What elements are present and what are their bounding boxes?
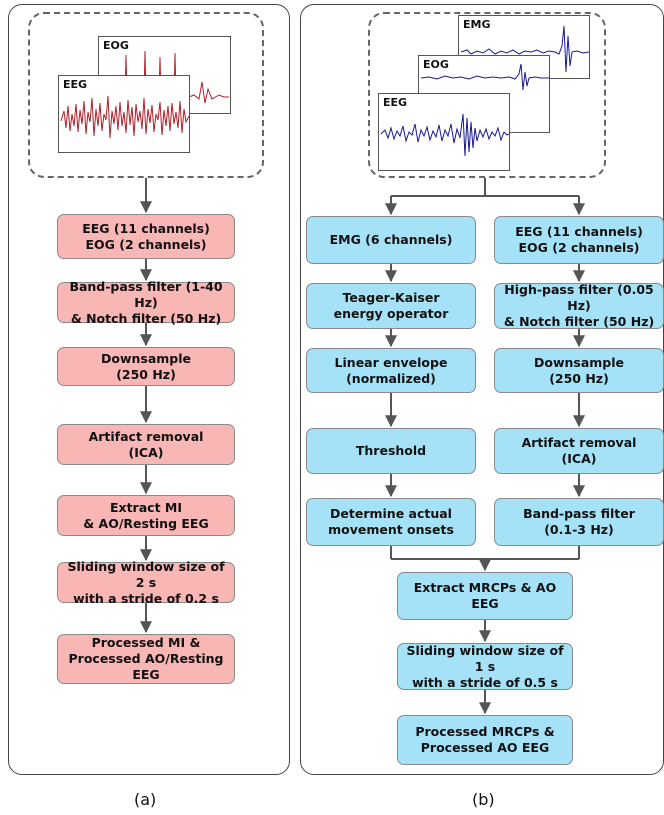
- emg-label: EMG: [463, 18, 491, 31]
- step-a-artifact-removal: Artifact removal (ICA): [57, 424, 235, 465]
- step-b-sliding-window: Sliding window size of 1 s with a stride…: [397, 643, 573, 690]
- eeg-label-b: EEG: [383, 96, 408, 109]
- step-b-linear-envelope: Linear envelope (normalized): [306, 348, 476, 393]
- eeg-waveform-b: [380, 113, 510, 157]
- panel-b-eeg-thumbnail: EEG: [378, 93, 510, 171]
- step-b-teager-kaiser: Teager-Kaiser energy operator: [306, 283, 476, 329]
- step-a-input-channels: EEG (11 channels) EOG (2 channels): [57, 214, 235, 259]
- step-b-highpass-filter: High-pass filter (0.05 Hz) & Notch filte…: [494, 282, 664, 329]
- step-b-processed-output: Processed MRCPs & Processed AO EEG: [397, 715, 573, 765]
- eog-waveform-b: [420, 63, 549, 91]
- eeg-waveform: [60, 95, 190, 139]
- step-b-bandpass-filter: Band-pass filter (0.1-3 Hz): [494, 498, 664, 546]
- step-a-processed-output: Processed MI & Processed AO/Resting EEG: [57, 634, 235, 684]
- caption-a: (a): [134, 790, 157, 809]
- step-b-emg-channels: EMG (6 channels): [306, 216, 476, 264]
- step-a-extract: Extract MI & AO/Resting EEG: [57, 495, 235, 536]
- emg-waveform: [460, 25, 590, 73]
- step-b-movement-onsets: Determine actual movement onsets: [306, 498, 476, 546]
- panel-a-eeg-thumbnail: EEG: [58, 75, 190, 153]
- eeg-label: EEG: [63, 78, 88, 91]
- step-b-downsample: Downsample (250 Hz): [494, 348, 664, 393]
- caption-b: (b): [472, 790, 495, 809]
- eog-label: EOG: [103, 39, 129, 52]
- panel-b-signal-frame: [368, 12, 606, 178]
- panel-a-signal-frame: [28, 12, 264, 178]
- step-a-downsample: Downsample (250 Hz): [57, 347, 235, 386]
- step-b-extract: Extract MRCPs & AO EEG: [397, 572, 573, 620]
- step-b-artifact-removal: Artifact removal (ICA): [494, 428, 664, 474]
- step-b-input-channels: EEG (11 channels) EOG (2 channels): [494, 216, 664, 264]
- step-a-bandpass-filter: Band-pass filter (1-40 Hz) & Notch filte…: [57, 279, 235, 326]
- step-b-threshold: Threshold: [306, 428, 476, 474]
- eog-label-b: EOG: [423, 58, 449, 71]
- step-a-sliding-window: Sliding window size of 2 s with a stride…: [57, 559, 235, 606]
